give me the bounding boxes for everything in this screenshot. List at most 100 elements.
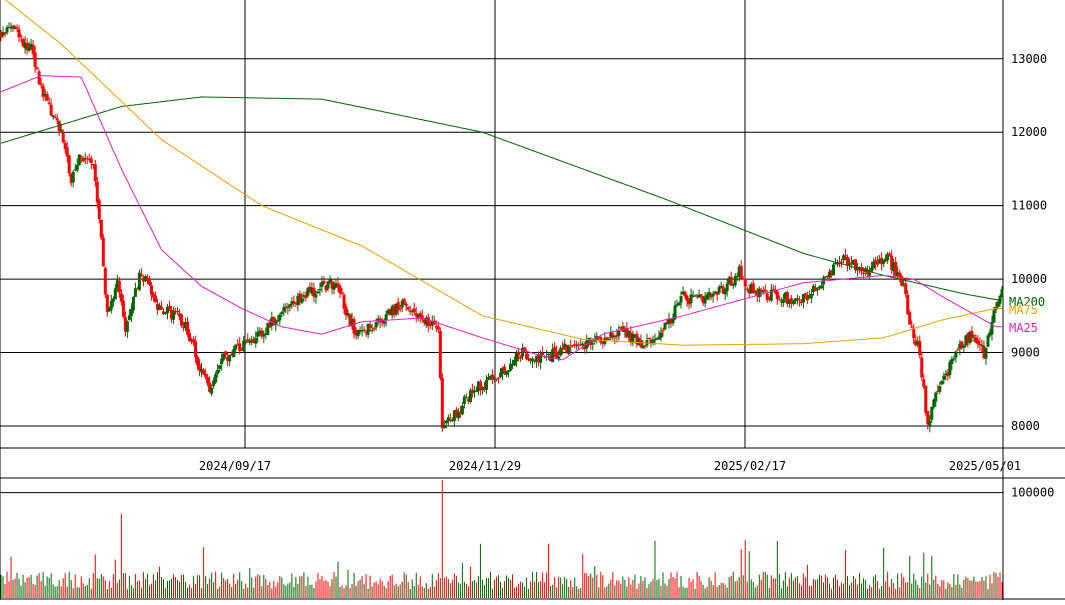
candle-body [494, 378, 498, 380]
candle-body [286, 306, 290, 309]
candle-body [932, 399, 936, 408]
candle-body [47, 102, 51, 104]
candle-body [422, 319, 426, 323]
candle-body [982, 345, 986, 359]
candle-body [936, 390, 940, 392]
candle-body [695, 295, 699, 297]
candle-body [890, 255, 894, 270]
candle-body [503, 366, 507, 374]
candle-body [264, 333, 268, 335]
candle-body [761, 291, 765, 293]
candle-body [27, 47, 31, 51]
y-tick-label: 10000 [1011, 272, 1047, 286]
candle-body [787, 299, 791, 304]
candle-body [819, 285, 823, 289]
candle-body [498, 372, 502, 377]
candle-body [454, 409, 458, 418]
candle-body [948, 361, 952, 376]
ma25-line [0, 75, 1002, 361]
candle-body [386, 310, 390, 314]
candle-body [801, 294, 805, 303]
candle-body [711, 293, 715, 297]
candle-body [67, 155, 71, 174]
candle-body [619, 327, 623, 329]
candle-body [320, 282, 324, 287]
candle-body [97, 200, 101, 220]
candle-body [388, 308, 392, 315]
candle-body [123, 316, 127, 332]
candle-body [946, 372, 950, 377]
candle-body [166, 306, 170, 314]
candle-body [7, 26, 11, 29]
candle-body [186, 321, 190, 335]
candle-body [328, 279, 332, 283]
candle-body [17, 29, 21, 38]
candle-body [884, 258, 888, 262]
candle-body [523, 347, 527, 352]
candle-body [633, 335, 637, 337]
candle-body [404, 303, 408, 306]
candle-body [765, 293, 769, 300]
candle-body [228, 354, 232, 362]
candle-body [402, 299, 406, 304]
candle-body [737, 266, 741, 277]
candle-body [681, 291, 685, 295]
candle-body [703, 297, 707, 304]
candle-body [444, 421, 448, 424]
candle-body [591, 343, 595, 345]
candle-body [69, 174, 73, 184]
candle-body [482, 386, 486, 389]
candle-body [717, 286, 721, 293]
candle-body [779, 301, 783, 303]
candle-body [525, 353, 529, 360]
candle-body [147, 278, 151, 285]
candle-body [362, 329, 366, 332]
candle-body [906, 294, 910, 314]
candle-body [892, 262, 896, 271]
candle-body [519, 356, 523, 359]
candle-body [896, 272, 900, 276]
candle-body [974, 337, 978, 343]
candle-body [555, 351, 559, 358]
candle-body [336, 283, 340, 287]
candle-body [280, 311, 284, 314]
candle-body [511, 363, 515, 366]
candle-body [135, 288, 139, 290]
candle-body [605, 337, 609, 341]
candle-body [372, 328, 376, 330]
candle-body [382, 321, 386, 324]
candle-body [683, 291, 687, 297]
candle-body [745, 288, 749, 291]
candle-body [133, 288, 137, 297]
candle-body [613, 336, 617, 338]
candle-body [505, 371, 509, 375]
candle-body [803, 293, 807, 295]
candle-body [202, 370, 206, 375]
candle-body [488, 375, 492, 377]
candle-body [184, 322, 188, 329]
candle-body [609, 332, 613, 338]
candle-body [77, 154, 81, 166]
candle-body [456, 411, 460, 419]
candle-body [396, 301, 400, 311]
candle-body [607, 339, 611, 341]
candle-body [697, 295, 701, 298]
candle-body [653, 339, 657, 341]
candle-body [49, 104, 53, 116]
candle-body [196, 356, 200, 366]
candle-body [344, 306, 348, 316]
candle-body [856, 267, 860, 271]
candle-body [348, 314, 352, 327]
candle-body [914, 340, 918, 346]
candle-body [811, 285, 815, 293]
candle-body [599, 337, 603, 343]
candle-body [625, 327, 629, 338]
candle-body [996, 301, 1000, 307]
candle-body [501, 368, 505, 375]
candle-body [743, 279, 747, 287]
candle-body [163, 312, 167, 314]
candle-body [659, 332, 663, 338]
candle-body [170, 309, 174, 320]
